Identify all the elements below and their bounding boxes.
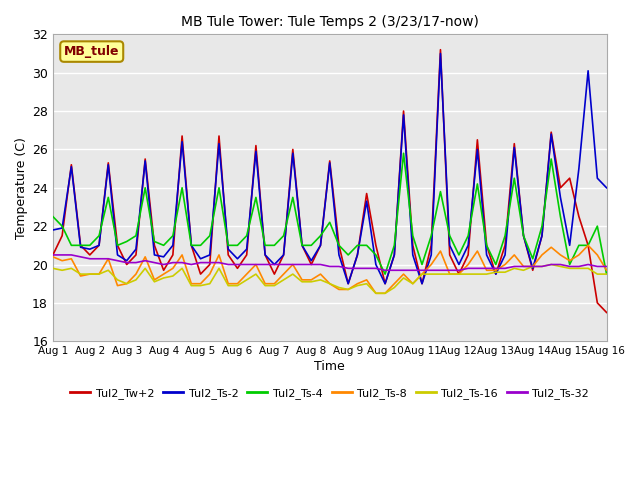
X-axis label: Time: Time	[314, 360, 345, 373]
Text: MB_tule: MB_tule	[64, 45, 120, 58]
Y-axis label: Temperature (C): Temperature (C)	[15, 137, 28, 239]
Title: MB Tule Tower: Tule Temps 2 (3/23/17-now): MB Tule Tower: Tule Temps 2 (3/23/17-now…	[180, 15, 479, 29]
Legend: Tul2_Tw+2, Tul2_Ts-2, Tul2_Ts-4, Tul2_Ts-8, Tul2_Ts-16, Tul2_Ts-32: Tul2_Tw+2, Tul2_Ts-2, Tul2_Ts-4, Tul2_Ts…	[66, 384, 594, 403]
